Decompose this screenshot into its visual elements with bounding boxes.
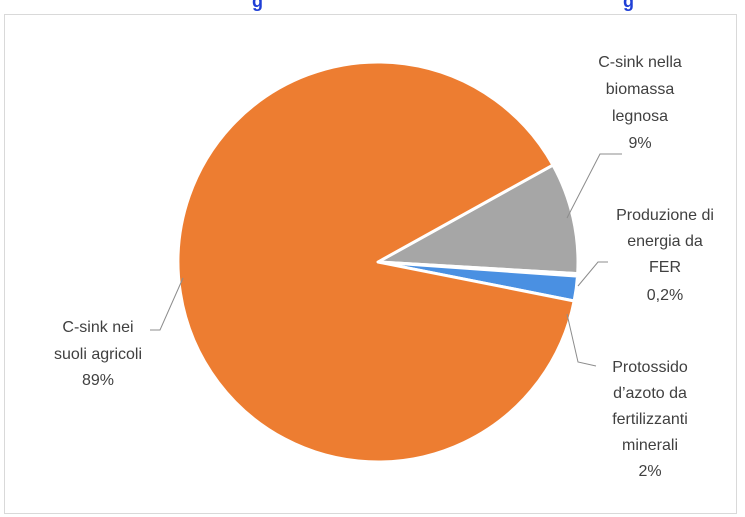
leader-protossido: [566, 313, 597, 367]
slice-label-biomassa-line-2: biomassa: [606, 81, 675, 98]
slice-biomassa: [376, 163, 580, 276]
slice-label-fer-line-1: Produzione di: [616, 207, 714, 224]
slice-suoli: [176, 60, 576, 464]
header-fragment-right: g: [623, 0, 634, 11]
slice-label-protossido-line-4: minerali: [622, 437, 678, 454]
slice-label-protossido: Protossido d’azoto da fertilizzanti mine…: [612, 359, 688, 480]
slice-value-suoli: 89%: [82, 372, 114, 389]
slice-value-protossido: 2%: [638, 463, 661, 480]
slice-value-biomassa: 9%: [628, 135, 651, 152]
slice-label-suoli-line-2: suoli agricoli: [54, 346, 142, 363]
leader-suoli: [150, 277, 184, 331]
leader-fer: [577, 261, 608, 287]
slice-label-protossido-line-1: Protossido: [612, 359, 688, 376]
leader-lines: [150, 153, 622, 367]
slice-label-protossido-line-3: fertilizzanti: [612, 411, 688, 428]
slice-label-protossido-line-2: d’azoto da: [613, 385, 687, 402]
slice-label-suoli: C-sink nei suoli agricoli 89%: [54, 319, 142, 389]
leader-biomassa: [566, 153, 622, 219]
slice-label-biomassa-line-3: legnosa: [612, 108, 668, 125]
slice-label-suoli-line-1: C-sink nei: [62, 319, 133, 336]
slice-label-fer: Produzione di energia da FER 0,2%: [616, 207, 714, 304]
slice-label-fer-line-2: energia da: [627, 233, 703, 250]
header-fragment: g g: [0, 0, 745, 12]
header-fragment-left: g: [252, 0, 263, 11]
slice-label-biomassa: C-sink nella biomassa legnosa 9%: [598, 54, 682, 152]
slice-value-fer: 0,2%: [647, 287, 683, 304]
pie-slices: [176, 60, 580, 464]
slice-label-biomassa-line-1: C-sink nella: [598, 54, 682, 71]
slice-label-fer-line-3: FER: [649, 259, 681, 276]
